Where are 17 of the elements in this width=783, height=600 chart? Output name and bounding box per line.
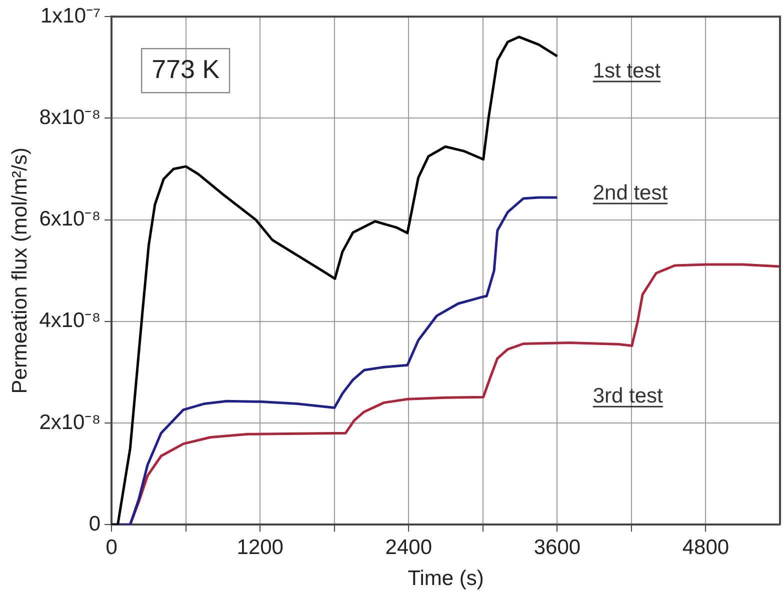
- y-tick-label: 6x10⁻⁸: [39, 208, 101, 231]
- annotation: 773 K: [152, 54, 220, 84]
- y-tick-label: 0: [88, 512, 101, 536]
- x-tick-label: 3600: [534, 536, 581, 559]
- x-tick-label: 4800: [682, 536, 730, 559]
- y-axis-title: Permeation flux (mol/m²/s): [8, 147, 32, 394]
- series-label: 2nd test: [592, 181, 668, 204]
- series-label: 3rd test: [592, 384, 664, 408]
- y-tick-label: 4x10⁻⁸: [39, 309, 101, 332]
- x-axis-title: Time (s): [408, 567, 484, 590]
- y-tick-label: 8x10⁻⁸: [39, 106, 101, 129]
- y-tick-label: 1x10⁻⁷: [40, 4, 101, 28]
- x-tick-label: 0: [106, 536, 118, 559]
- series-label: 1st test: [592, 60, 661, 83]
- x-tick-label: 2400: [385, 536, 432, 559]
- x-tick-label: 1200: [236, 536, 284, 559]
- y-tick-label: 2x10⁻⁸: [39, 410, 101, 434]
